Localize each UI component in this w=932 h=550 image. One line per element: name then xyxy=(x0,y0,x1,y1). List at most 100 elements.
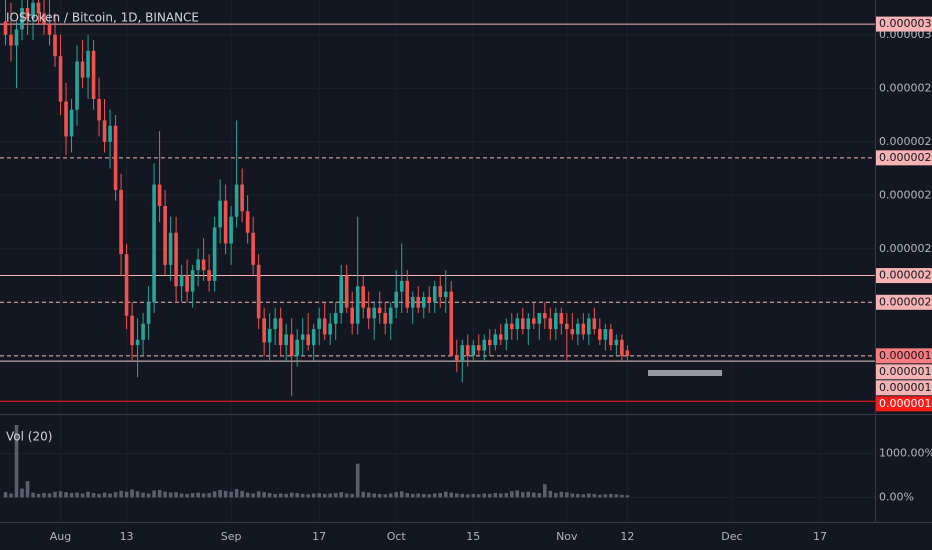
volume-bar xyxy=(130,489,134,498)
volume-bar xyxy=(460,493,465,498)
volume-bar xyxy=(9,493,13,498)
volume-bar xyxy=(328,493,332,498)
candle-body xyxy=(377,307,382,314)
volume-bar xyxy=(554,493,558,498)
price-label: 0.00000254 xyxy=(879,151,932,164)
candle-body xyxy=(543,313,547,319)
volume-bar xyxy=(471,493,476,498)
candle-body xyxy=(509,323,514,330)
candle-body xyxy=(218,200,222,228)
candle-body xyxy=(267,329,272,343)
volume-bar xyxy=(416,493,421,498)
candle-body xyxy=(256,264,261,319)
volume-bar xyxy=(520,492,525,498)
volume-bar xyxy=(377,493,382,498)
volume-bar xyxy=(493,493,498,498)
volume-tick-label: 1000.00% xyxy=(879,447,932,460)
price-label-box xyxy=(876,364,932,380)
volume xyxy=(3,425,630,498)
volume-bar xyxy=(454,493,459,498)
grid xyxy=(0,0,875,522)
candle-body xyxy=(152,184,156,303)
candle-body xyxy=(388,307,393,324)
candle-body xyxy=(300,334,305,340)
x-tick-label: Sep xyxy=(221,530,242,543)
candle-body xyxy=(559,313,564,324)
candle-body xyxy=(432,286,437,303)
volume-bar xyxy=(20,488,24,498)
candle-body xyxy=(3,21,8,35)
candle-body xyxy=(311,329,316,346)
volume-bar xyxy=(614,494,619,498)
volume-bar xyxy=(190,493,195,498)
candle-body xyxy=(394,291,399,308)
volume-bar xyxy=(344,493,349,498)
candle-body xyxy=(130,315,134,346)
volume-bar xyxy=(526,491,531,498)
candle-body xyxy=(124,254,129,316)
candle-body xyxy=(86,50,90,78)
candle-body xyxy=(196,259,200,271)
candle-body xyxy=(592,318,597,330)
candle-body xyxy=(405,280,410,308)
axes: Aug 13 Sep 17 Oct 15 Nov 12 Dec 17 0.00000180 0.000… xyxy=(50,16,932,543)
candle-body xyxy=(174,232,178,287)
drawing-rectangle xyxy=(648,370,722,376)
price-label: 0.00000304 xyxy=(879,17,932,30)
volume-bar xyxy=(300,493,305,498)
volume-bar xyxy=(361,491,366,498)
volume-bar xyxy=(14,425,19,498)
price-label: 0.00000173 xyxy=(879,381,932,394)
volume-bar xyxy=(146,493,151,498)
candle-body xyxy=(614,339,619,346)
candle-body xyxy=(25,8,30,19)
candle-body xyxy=(229,216,233,244)
volume-bar xyxy=(91,493,96,498)
volume-bar xyxy=(64,492,68,498)
price-label-box xyxy=(876,16,932,32)
candle-body xyxy=(31,2,35,19)
candle-body xyxy=(289,334,294,356)
candle-body xyxy=(350,307,355,324)
candle-body xyxy=(410,296,415,308)
volume-bar xyxy=(565,492,569,498)
candle-body xyxy=(609,329,613,346)
volume-bar xyxy=(570,493,575,498)
volume-bar xyxy=(388,493,393,498)
volume-bar xyxy=(218,489,222,498)
volume-bar xyxy=(295,493,299,498)
x-tick-label: 15 xyxy=(466,530,480,543)
candle-body xyxy=(427,296,432,303)
candle-body xyxy=(548,318,553,330)
volume-bar xyxy=(102,492,107,498)
candle-body xyxy=(443,291,448,297)
volume-bar xyxy=(86,491,90,498)
candle-body xyxy=(493,334,498,346)
volume-bar xyxy=(152,490,156,498)
volume-bar xyxy=(427,494,432,498)
x-tick-label: 17 xyxy=(312,530,326,543)
volume-bar xyxy=(240,490,244,498)
candle-body xyxy=(212,227,217,281)
candle-body xyxy=(366,307,371,319)
x-tick-label: 13 xyxy=(120,530,134,543)
volume-bar xyxy=(201,493,206,498)
candle-body xyxy=(113,125,118,190)
candle-body xyxy=(47,24,52,35)
candle-body xyxy=(328,323,332,335)
volume-bar xyxy=(124,491,129,498)
volume-bar xyxy=(36,493,41,498)
candle-body xyxy=(14,29,19,46)
volume-bar xyxy=(366,492,371,498)
volume-bar xyxy=(449,492,454,498)
volume-bar xyxy=(256,491,261,498)
volume-bar xyxy=(509,491,514,498)
candle-body xyxy=(251,232,255,265)
candle-body xyxy=(504,323,509,340)
volume-bar xyxy=(543,484,547,498)
candle-body xyxy=(565,323,569,330)
chart-title: IOStoken / Bitcoin, 1D, BINANCE xyxy=(6,11,199,25)
candle-body xyxy=(141,323,145,340)
volume-bar xyxy=(587,493,591,498)
